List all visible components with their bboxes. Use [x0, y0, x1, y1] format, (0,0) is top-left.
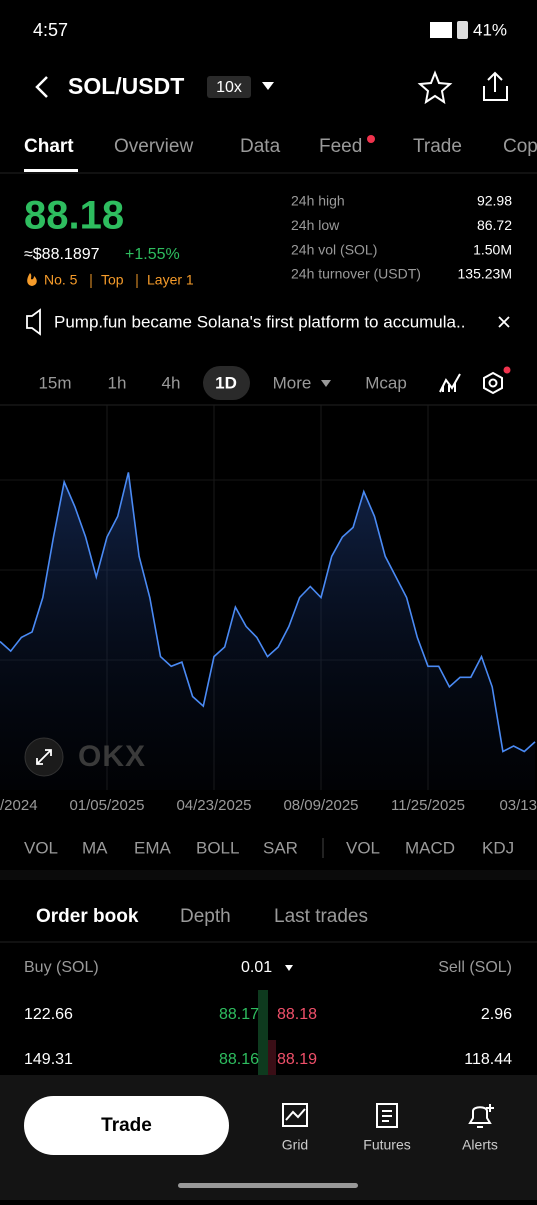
news-close[interactable]: [498, 316, 510, 328]
nav-label[interactable]: Futures: [363, 1137, 410, 1153]
futures-icon[interactable]: [376, 1103, 398, 1128]
bid-depth: [258, 990, 268, 1075]
pair-dropdown[interactable]: [262, 82, 274, 90]
leverage-badge[interactable]: [207, 76, 251, 98]
battery-icon: [457, 21, 468, 39]
fullscreen-icon: [36, 749, 52, 765]
price-line: [0, 472, 536, 753]
interval[interactable]: 15m: [38, 373, 71, 392]
x-tick-label: 08/09/2025: [283, 797, 358, 814]
tag: Layer 1: [147, 272, 194, 288]
buy-qty[interactable]: 149.31: [24, 1051, 73, 1068]
share-button[interactable]: [483, 71, 508, 101]
indicator[interactable]: KDJ: [482, 838, 514, 857]
grid-icon[interactable]: [282, 1103, 308, 1127]
stat-label: 24h turnover (USDT): [291, 266, 421, 282]
sell-header: Sell (SOL): [438, 959, 512, 976]
trade-button[interactable]: [24, 1096, 229, 1155]
indicator[interactable]: VOL: [24, 838, 58, 857]
settings-center: [488, 378, 498, 388]
nav-label[interactable]: Alerts: [462, 1137, 498, 1153]
x-tick-label: 04/23/2025: [176, 797, 251, 814]
tab-underline: [24, 169, 78, 172]
indicator[interactable]: VOL: [346, 838, 380, 857]
ask-price[interactable]: 88.19: [277, 1051, 317, 1068]
stat-value: 135.23M: [458, 266, 512, 282]
indicator[interactable]: MA: [82, 838, 108, 857]
buy-qty[interactable]: 122.66: [24, 1006, 73, 1023]
home-indicator: [178, 1183, 358, 1188]
tab[interactable]: Trade: [413, 136, 462, 157]
stat-value: 92.98: [477, 193, 512, 209]
bid-price[interactable]: 88.16: [219, 1051, 259, 1068]
interval[interactable]: 4h: [162, 373, 181, 392]
stat-label: 24h vol (SOL): [291, 241, 377, 257]
indicator[interactable]: MACD: [405, 838, 455, 857]
leverage: 10x: [216, 79, 242, 96]
hot-icon: [27, 273, 37, 286]
orderbook-tab[interactable]: Order book: [36, 906, 139, 927]
news-icon: [26, 308, 41, 336]
last-price: 88.18: [24, 194, 124, 238]
tag: Top: [101, 272, 124, 288]
orderbook-tab[interactable]: Depth: [180, 906, 231, 927]
tag: No. 5: [44, 272, 78, 288]
settings-button[interactable]: [483, 371, 503, 395]
interval-selected: [203, 366, 250, 400]
indicator[interactable]: SAR: [263, 838, 298, 857]
news-text[interactable]: Pump.fun became Solana's first platform …: [54, 312, 465, 331]
stat-label: 24h low: [291, 217, 340, 233]
watermark: OKX: [78, 740, 146, 773]
indicator[interactable]: BOLL: [196, 838, 239, 857]
battery-level: 41%: [473, 20, 507, 39]
alerts-icon[interactable]: [468, 1104, 494, 1128]
stat-label: 24h high: [291, 193, 345, 209]
orderbook-tab[interactable]: Last trades: [274, 906, 368, 927]
sell-qty[interactable]: 2.96: [481, 1006, 512, 1023]
sell-qty[interactable]: 118.44: [464, 1051, 512, 1068]
trade-button-label: Trade: [101, 1115, 152, 1136]
step-dropdown[interactable]: [285, 965, 293, 971]
section-gap: [0, 870, 537, 880]
back-button[interactable]: [35, 76, 48, 98]
signal-icon: [430, 22, 452, 38]
interval[interactable]: More: [273, 373, 312, 392]
status-time: 4:57: [33, 20, 68, 40]
feed-dot: [367, 135, 375, 143]
tab[interactable]: Chart: [24, 136, 74, 157]
tab[interactable]: Overview: [114, 136, 193, 157]
nav-label[interactable]: Grid: [282, 1137, 308, 1153]
ask-price[interactable]: 88.18: [277, 1006, 317, 1023]
interval[interactable]: 1h: [108, 373, 127, 392]
more-dropdown[interactable]: [321, 380, 331, 387]
price-change: +1.55%: [125, 246, 180, 263]
favorite-button[interactable]: [417, 70, 453, 105]
x-tick-label: /2024: [0, 797, 38, 814]
step[interactable]: 0.01: [241, 959, 272, 976]
ask-depth: [268, 1040, 276, 1075]
tab[interactable]: Feed: [319, 136, 362, 157]
tab[interactable]: Cop: [503, 136, 537, 157]
x-tick-label: 11/25/2025: [391, 797, 465, 814]
x-tick-label: 01/05/2025: [69, 797, 144, 814]
interval[interactable]: 1D: [215, 373, 237, 392]
interval[interactable]: Mcap: [365, 373, 407, 392]
settings-dot: [503, 366, 511, 374]
indicator-button[interactable]: [439, 373, 461, 393]
stat-value: 86.72: [477, 217, 512, 233]
area: [0, 472, 535, 790]
stat-value: 1.50M: [473, 241, 512, 257]
buy-header: Buy (SOL): [24, 959, 99, 976]
tab[interactable]: Data: [240, 136, 281, 157]
x-tick-label: 03/13: [499, 797, 537, 814]
indicator[interactable]: EMA: [134, 838, 172, 857]
pair-title[interactable]: SOL/USDT: [68, 73, 184, 99]
usd-price: ≈$88.1897: [24, 246, 100, 263]
bid-price[interactable]: 88.17: [219, 1006, 259, 1023]
